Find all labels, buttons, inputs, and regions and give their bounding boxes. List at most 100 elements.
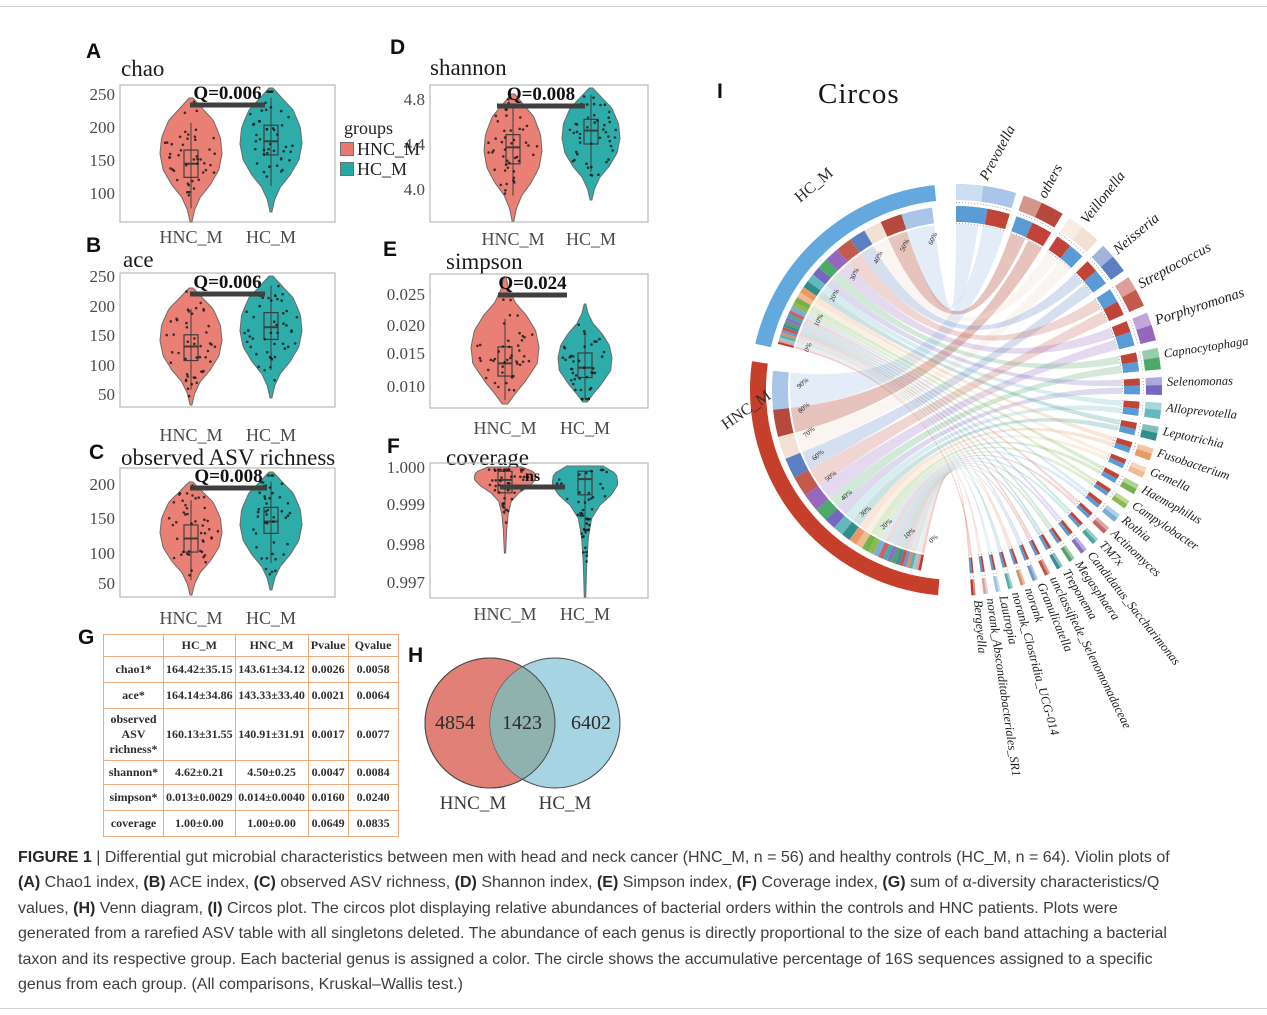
tick-dots xyxy=(1099,466,1105,475)
jitter-point xyxy=(487,468,491,471)
jitter-point xyxy=(497,350,501,353)
jitter-point xyxy=(276,331,279,335)
group-inner-segment xyxy=(805,486,829,510)
jitter-point xyxy=(577,500,580,504)
panel-letter-C: C xyxy=(89,441,105,464)
caption-bold-segment: (B) xyxy=(143,874,166,892)
jitter-point xyxy=(503,129,506,133)
jitter-point xyxy=(284,145,288,149)
jitter-point xyxy=(192,100,196,103)
jitter-point xyxy=(255,133,258,137)
jitter-point xyxy=(504,189,507,192)
legend-swatch xyxy=(340,162,354,176)
circos-svg: 0%10%20%30%40%50% 60%HC_M0%10%20%30%40%50… xyxy=(719,123,1250,777)
jitter-point xyxy=(521,128,525,131)
jitter-point xyxy=(501,345,505,348)
genus-outer-band xyxy=(981,577,989,595)
genus-outer-band xyxy=(1082,527,1099,544)
group-inner-segment xyxy=(909,552,917,569)
tick-dots xyxy=(981,574,986,577)
jitter-point xyxy=(271,552,274,556)
jitter-point xyxy=(584,531,587,534)
genus-inner-band xyxy=(1118,425,1136,436)
genus-label: Alloprevotella xyxy=(1165,400,1238,421)
genus-outer-band xyxy=(1038,559,1051,576)
jitter-point xyxy=(598,136,602,140)
jitter-point xyxy=(206,349,210,353)
jitter-point xyxy=(505,381,508,385)
jitter-point xyxy=(503,136,507,139)
jitter-point xyxy=(487,141,490,144)
jitter-point xyxy=(278,495,282,499)
table-cell: 160.13±31.55 xyxy=(163,708,236,761)
jitter-point xyxy=(510,376,514,379)
y-tick-label: 200 xyxy=(90,475,116,494)
jitter-point xyxy=(268,90,271,93)
genus-band-highlight xyxy=(983,577,989,594)
y-tick-label: 4.0 xyxy=(404,180,425,199)
jitter-point xyxy=(487,151,490,154)
group-inner-segment xyxy=(800,287,817,301)
panel-E-plot: 0.025 0.020 0.015 0.010 HNC_M HC_M Q=0.024 xyxy=(387,273,649,438)
genus-label: Candidatus_Saccharimonas xyxy=(1085,549,1184,668)
table-header-cell: HNC_M xyxy=(234,634,309,657)
group-inner-segment xyxy=(825,508,845,528)
group-inner-segment xyxy=(882,544,894,561)
jitter-point xyxy=(177,351,180,355)
jitter-point xyxy=(516,314,519,317)
venn-right-count: 6402 xyxy=(571,712,611,734)
jitter-point xyxy=(272,516,275,519)
y-tick-label: 0.010 xyxy=(387,377,425,396)
x-tick-label: HNC_M xyxy=(481,229,544,249)
chord-ribbon xyxy=(888,231,1026,315)
jitter-point xyxy=(581,397,584,401)
genus-outer-band xyxy=(1119,477,1139,495)
jitter-point xyxy=(512,138,516,142)
jitter-point xyxy=(590,165,593,169)
jitter-point xyxy=(515,360,518,363)
jitter-point xyxy=(580,532,583,535)
top-rule xyxy=(0,6,1267,7)
genus-outer-band xyxy=(956,184,1017,209)
jitter-point xyxy=(592,96,595,99)
tick-dots xyxy=(1047,550,1054,554)
group-inner-segment xyxy=(792,302,809,314)
group-inner-segment xyxy=(837,239,860,262)
jitter-point xyxy=(578,141,582,144)
tick-dots xyxy=(1118,355,1122,374)
caption-text-segment: taxon and its respective group. Each bac… xyxy=(18,950,1153,968)
jitter-point xyxy=(208,148,211,151)
jitter-point xyxy=(575,130,579,134)
jitter-point xyxy=(505,182,508,186)
genus-band-highlight xyxy=(1084,527,1099,542)
jitter-point xyxy=(280,124,284,127)
jitter-point xyxy=(281,168,284,172)
chord-ribbon xyxy=(873,238,1058,322)
jitter-point xyxy=(502,322,506,325)
jitter-point xyxy=(506,358,509,362)
percent-tick-label: 0% xyxy=(927,533,939,545)
group-inner-segment xyxy=(807,274,826,291)
genus-inner-band xyxy=(1048,528,1060,544)
jitter-point xyxy=(520,339,524,342)
jitter-point xyxy=(183,111,187,115)
jitter-point xyxy=(186,340,190,343)
genus-band-highlight xyxy=(1029,564,1038,580)
jitter-point xyxy=(181,550,185,554)
tick-dots xyxy=(1017,542,1023,545)
genus-inner-band xyxy=(1123,385,1140,395)
jitter-point xyxy=(271,491,274,495)
group-inner-segment xyxy=(794,297,811,310)
jitter-point xyxy=(185,290,188,293)
tick-dots xyxy=(1047,525,1053,530)
panel-title-F: coverage xyxy=(446,445,529,470)
genus-band-highlight xyxy=(1115,277,1136,298)
jitter-point xyxy=(509,298,512,302)
jitter-point xyxy=(216,530,220,533)
jitter-point xyxy=(291,144,294,147)
chord-ribbon xyxy=(819,339,1118,499)
jitter-point xyxy=(575,123,579,126)
jitter-point xyxy=(583,332,586,335)
q-value-label: Q=0.008 xyxy=(507,84,575,105)
table-cell: chao1* xyxy=(103,656,164,683)
